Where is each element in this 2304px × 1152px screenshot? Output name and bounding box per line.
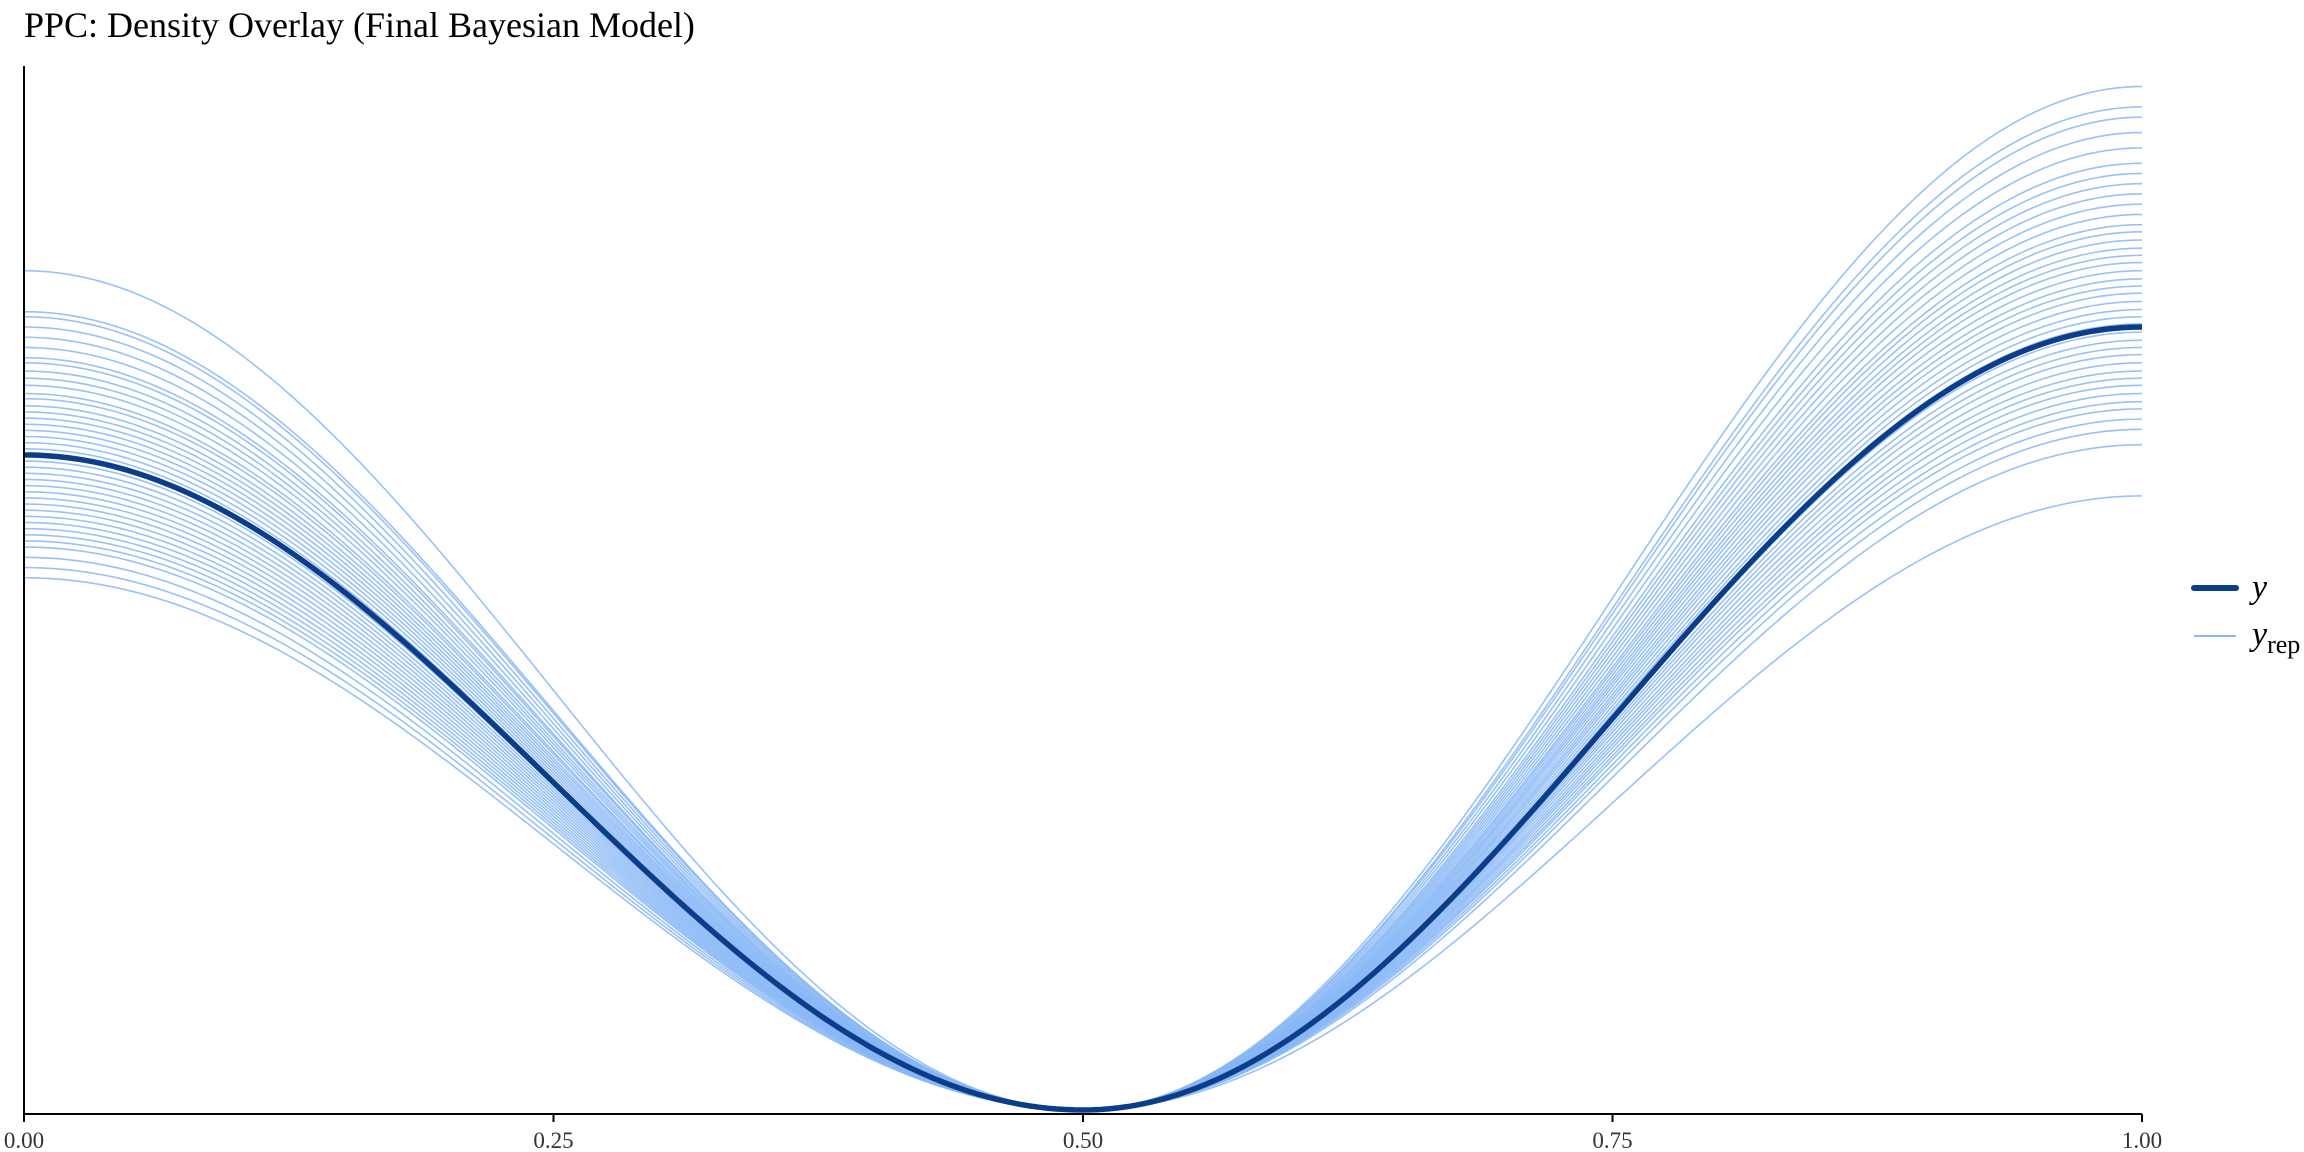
x-tick-label: 0.00 xyxy=(4,1128,44,1152)
y-rep-line xyxy=(23,308,2143,1111)
y-rep-line xyxy=(23,331,2143,1111)
y-series-group xyxy=(23,324,2143,1113)
legend-yrep-label-main: y xyxy=(2249,616,2268,653)
legend-yrep-label: yrep xyxy=(2249,616,2300,659)
y-rep-line xyxy=(23,384,2143,1111)
y-rep-line xyxy=(23,131,2143,1111)
y-rep-line xyxy=(23,269,2143,1111)
chart-title: PPC: Density Overlay (Final Bayesian Mod… xyxy=(24,5,695,45)
x-tick-label: 1.00 xyxy=(2122,1128,2162,1152)
y-rep-line xyxy=(23,85,2143,1111)
y-rep-line xyxy=(23,408,2143,1111)
y-rep-line xyxy=(23,292,2143,1111)
y-rep-line xyxy=(23,203,2143,1111)
y-rep-series-group xyxy=(23,85,2143,1111)
x-tick-label: 0.25 xyxy=(533,1128,573,1152)
y-rep-line xyxy=(23,162,2143,1111)
y-rep-line xyxy=(23,278,2143,1111)
legend: y yrep xyxy=(2191,569,2300,659)
y-rep-line xyxy=(23,323,2143,1111)
y-rep-line xyxy=(23,193,2143,1111)
y-rep-line xyxy=(23,392,2143,1111)
y-rep-line xyxy=(23,315,2143,1111)
y-rep-line xyxy=(23,300,2143,1111)
y-rep-line xyxy=(23,400,2143,1111)
y-rep-line xyxy=(23,261,2143,1111)
y-rep-line xyxy=(23,370,2143,1111)
y-rep-line xyxy=(23,428,2143,1111)
y-rep-line xyxy=(23,239,2143,1111)
legend-yrep-label-subscript: rep xyxy=(2267,630,2300,659)
legend-y-label: y xyxy=(2249,569,2268,606)
x-tick-label: 0.50 xyxy=(1063,1128,1103,1152)
y-observed-line xyxy=(23,324,2143,1113)
y-rep-line xyxy=(23,285,2143,1111)
x-tick-label: 0.75 xyxy=(1592,1128,1632,1152)
x-axis-ticks: 0.00 0.25 0.50 0.75 1.00 xyxy=(4,1114,2162,1152)
